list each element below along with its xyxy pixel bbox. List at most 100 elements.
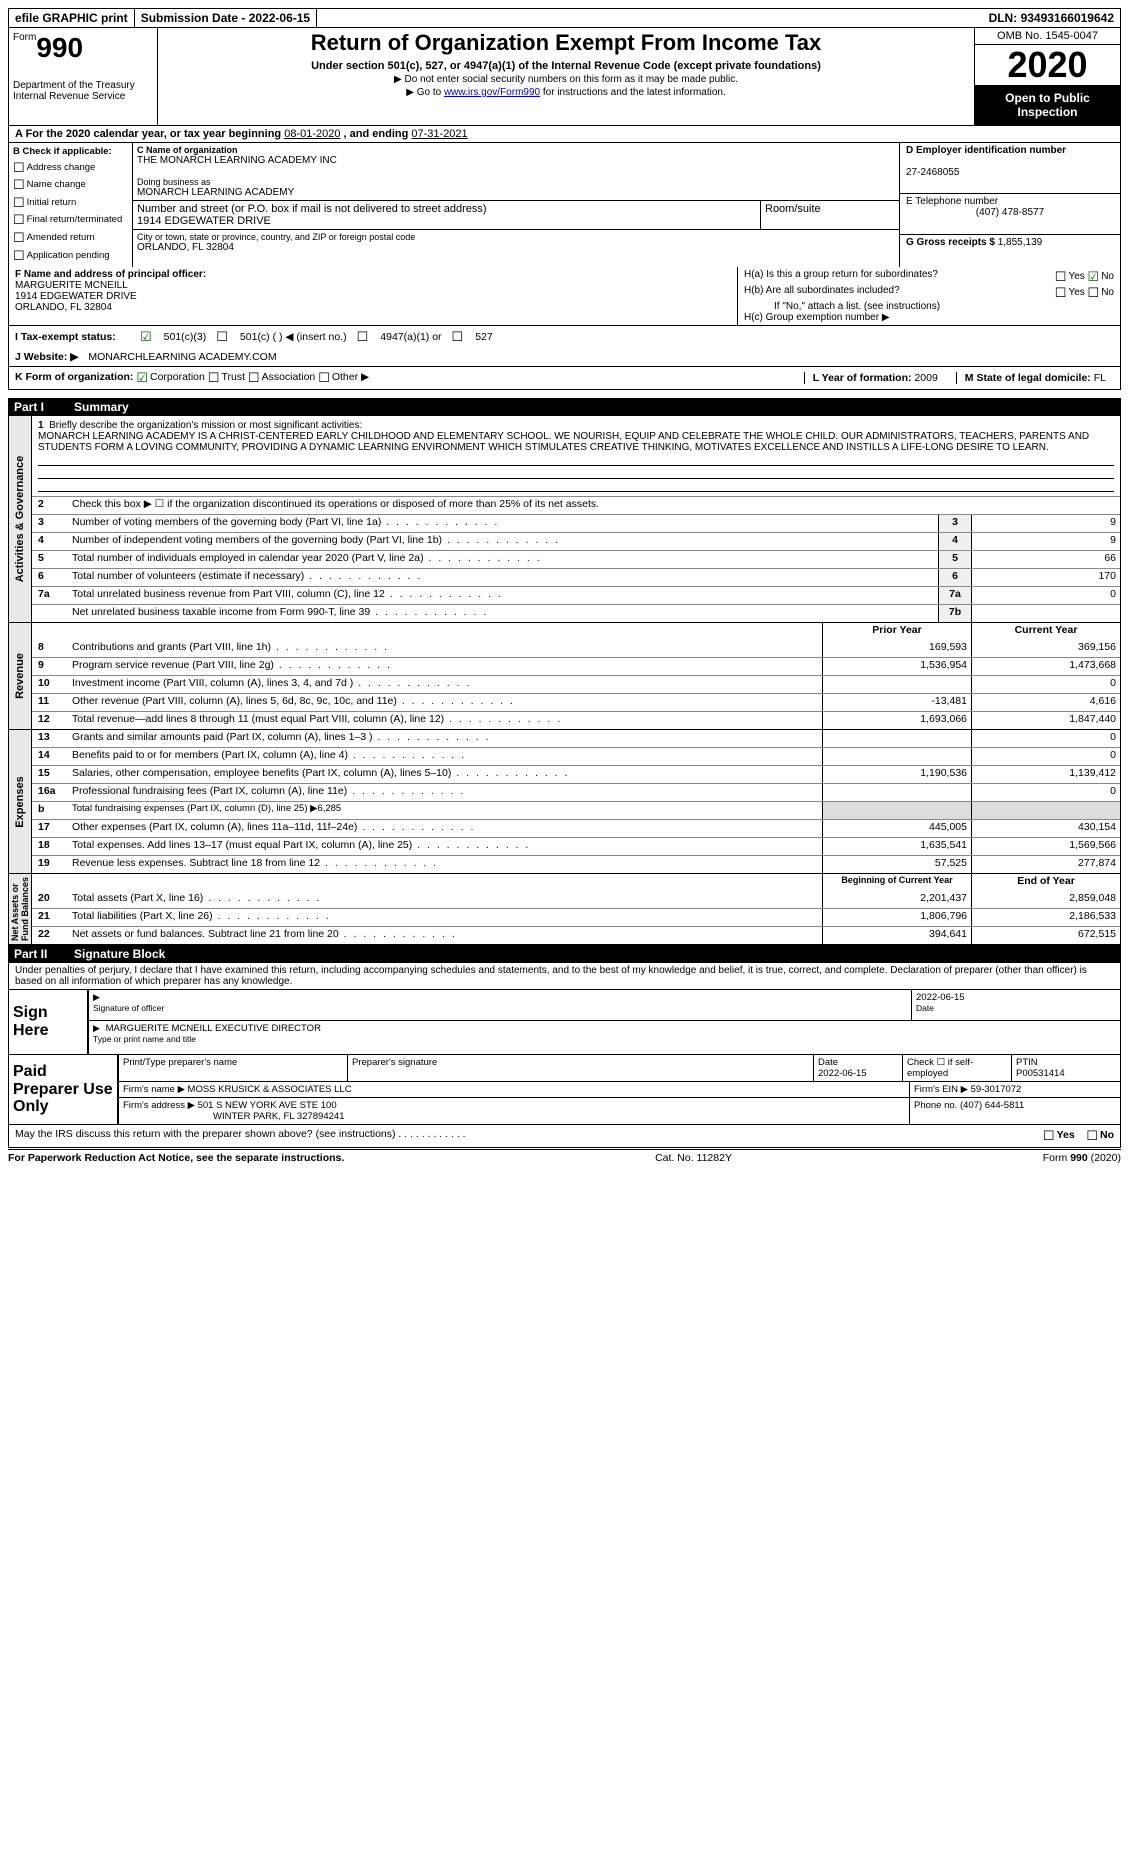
note-link-post: for instructions and the latest informat…: [540, 87, 726, 98]
line-18: 18Total expenses. Add lines 13–17 (must …: [32, 837, 1120, 855]
firm-phone-label: Phone no.: [914, 1100, 960, 1111]
city-value: ORLANDO, FL 32804: [137, 242, 895, 253]
note-link: ▶ Go to www.irs.gov/Form990 for instruct…: [162, 87, 970, 98]
line-19-current: 277,874: [971, 856, 1120, 873]
fgh-row: F Name and address of principal officer:…: [8, 267, 1121, 326]
officer-addr1: 1914 EDGEWATER DRIVE: [15, 291, 137, 302]
line-22-text: Net assets or fund balances. Subtract li…: [70, 927, 822, 944]
check-address-change[interactable]: [13, 162, 27, 173]
line-7a: 7aTotal unrelated business revenue from …: [32, 586, 1120, 604]
line-b-text: Total fundraising expenses (Part IX, col…: [70, 802, 822, 819]
hb-yes: Yes: [1068, 287, 1084, 298]
gov-content: 1 Briefly describe the organization's mi…: [32, 416, 1120, 622]
discuss-no: No: [1100, 1129, 1114, 1141]
check-501c3[interactable]: [140, 329, 154, 345]
mission-text: MONARCH LEARNING ACADEMY IS A CHRIST-CEN…: [38, 431, 1089, 453]
line-10: 10Investment income (Part VIII, column (…: [32, 675, 1120, 693]
discuss-yes-check[interactable]: [1043, 1129, 1057, 1141]
website-value: MONARCHLEARNING ACADEMY.COM: [88, 351, 276, 363]
discuss-yes: Yes: [1057, 1129, 1075, 1141]
check-4947[interactable]: [357, 329, 371, 345]
note-link-pre: ▶ Go to: [406, 87, 444, 98]
check-application-pending[interactable]: [13, 250, 27, 261]
phone-value: (407) 478-8577: [906, 207, 1114, 218]
prep-date-value: 2022-06-15: [818, 1068, 867, 1079]
sig-name-value: MARGUERITE MCNEILL EXECUTIVE DIRECTOR: [106, 1023, 321, 1034]
mission-line3: [38, 479, 1114, 492]
footer-left: For Paperwork Reduction Act Notice, see …: [8, 1152, 344, 1164]
city-label: City or town, state or province, country…: [137, 232, 895, 242]
hb-no-check[interactable]: [1088, 287, 1102, 298]
city-cell: City or town, state or province, country…: [133, 230, 899, 255]
vtab-revenue: Revenue: [9, 623, 32, 729]
line-18-current: 1,569,566: [971, 838, 1120, 855]
form-number: 990: [36, 32, 83, 63]
firm-name-cell: Firm's name ▶ MOSS KRUSICK & ASSOCIATES …: [119, 1082, 910, 1097]
hb-yes-check[interactable]: [1055, 287, 1069, 298]
check-amended-return[interactable]: [13, 232, 27, 243]
line-21-prior: 1,806,796: [822, 909, 971, 926]
l7a-text: Total unrelated business revenue from Pa…: [70, 587, 938, 604]
check-other[interactable]: [318, 371, 332, 383]
line-12-current: 1,847,440: [971, 712, 1120, 729]
line-19: 19Revenue less expenses. Subtract line 1…: [32, 855, 1120, 873]
l7b-text: Net unrelated business taxable income fr…: [70, 605, 938, 622]
vtab-net-label: Net Assets or Fund Balances: [10, 877, 30, 941]
discuss-no-check[interactable]: [1086, 1129, 1100, 1141]
line-17-text: Other expenses (Part IX, column (A), lin…: [70, 820, 822, 837]
check-initial-return[interactable]: [13, 197, 27, 208]
part1-header: Part I Summary: [8, 398, 1121, 416]
sig-date-cell: 2022-06-15 Date: [912, 990, 1120, 1020]
irs-link[interactable]: www.irs.gov/Form990: [444, 87, 540, 98]
opt-527: 527: [475, 331, 493, 343]
row-a-tax-year: A For the 2020 calendar year, or tax yea…: [8, 126, 1121, 143]
hb-label: H(b) Are all subordinates included?: [744, 285, 974, 301]
opt-501c: 501(c) ( ) ◀ (insert no.): [240, 331, 347, 343]
ha-no-check[interactable]: [1088, 271, 1102, 282]
l-value: 2009: [914, 372, 937, 384]
sig-name-cell: MARGUERITE MCNEILL EXECUTIVE DIRECTOR Ty…: [89, 1021, 1120, 1047]
sig-officer-label: Signature of officer: [93, 1003, 164, 1013]
mission-line2: [38, 466, 1114, 479]
form-word: Form: [13, 32, 36, 43]
vtab-gov-label: Activities & Governance: [14, 456, 26, 583]
ein-cell: D Employer identification number 27-2468…: [900, 143, 1120, 194]
l2-text: Check this box ▶ ☐ if the organization d…: [70, 497, 1120, 514]
line-20-text: Total assets (Part X, line 16): [70, 891, 822, 908]
ha-yes-check[interactable]: [1055, 271, 1069, 282]
omb-number: OMB No. 1545-0047: [975, 28, 1120, 45]
line-14: 14Benefits paid to or for members (Part …: [32, 747, 1120, 765]
m-value: FL: [1094, 372, 1106, 384]
hb-no: No: [1101, 287, 1114, 298]
self-employed-check: Check ☐ if self-employed: [903, 1055, 1012, 1081]
check-trust[interactable]: [208, 371, 222, 383]
line-20-current: 2,859,048: [971, 891, 1120, 908]
col-c: C Name of organization THE MONARCH LEARN…: [133, 143, 900, 267]
org-name-label: C Name of organization: [137, 145, 238, 155]
l4-val: 9: [971, 533, 1120, 550]
ptin-cell: PTINP00531414: [1012, 1055, 1120, 1081]
part2-num: Part II: [14, 947, 74, 961]
vtab-rev-label: Revenue: [14, 653, 26, 699]
ha-label: H(a) Is this a group return for subordin…: [744, 269, 974, 285]
line-14-current: 0: [971, 748, 1120, 765]
period-end: 07-31-2021: [411, 128, 467, 140]
rev-content: Prior Year Current Year 8Contributions a…: [32, 623, 1120, 729]
line-16a-prior: [822, 784, 971, 801]
line-14-text: Benefits paid to or for members (Part IX…: [70, 748, 822, 765]
check-501c[interactable]: [216, 329, 230, 345]
discuss-text: May the IRS discuss this return with the…: [15, 1128, 396, 1140]
check-final-return[interactable]: [13, 214, 27, 225]
check-name-change[interactable]: [13, 179, 27, 190]
opt-final-return: Final return/terminated: [27, 214, 123, 225]
line-10-prior: [822, 676, 971, 693]
website-row: J Website: ▶ MONARCHLEARNING ACADEMY.COM: [8, 348, 1121, 367]
hb-note: If "No," attach a list. (see instruction…: [744, 301, 1114, 312]
line-21: 21Total liabilities (Part X, line 26)1,8…: [32, 908, 1120, 926]
check-corporation[interactable]: [136, 371, 150, 383]
check-association[interactable]: [248, 371, 262, 383]
discuss-row: May the IRS discuss this return with the…: [8, 1125, 1121, 1148]
sign-here-label: Sign Here: [9, 990, 89, 1054]
firm-ein-label: Firm's EIN ▶: [914, 1084, 968, 1095]
check-527[interactable]: [452, 329, 466, 345]
